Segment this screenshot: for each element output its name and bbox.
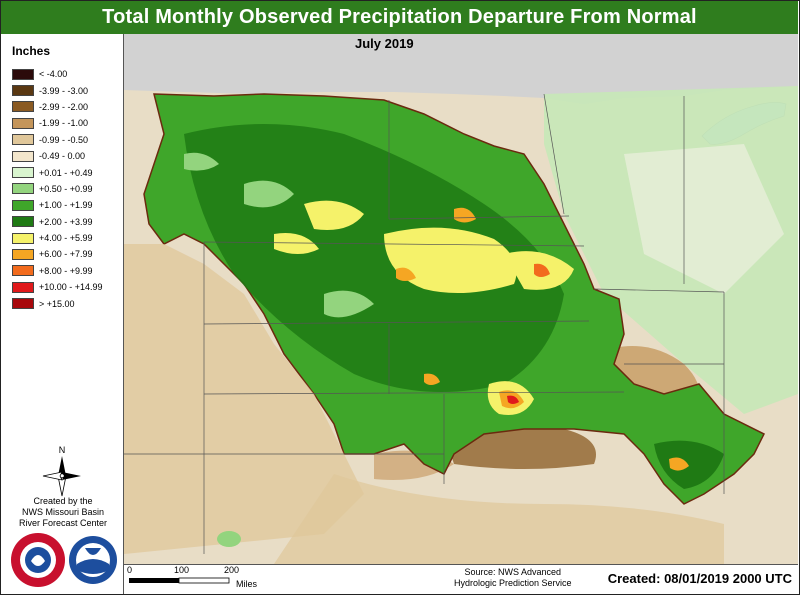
legend-swatch [12,199,34,211]
source-text: Source: NWS Advanced Hydrologic Predicti… [454,567,572,589]
legend-label: +2.00 - +3.99 [39,216,93,227]
legend-label: -1.99 - -1.00 [39,118,89,129]
legend-label: < -4.00 [39,69,68,80]
credit-line: NWS Missouri Basin [21,507,104,517]
source-line: Hydrologic Prediction Service [454,578,572,588]
credit-line: Created by the [33,496,93,506]
legend-item: -1.99 - -1.00 [12,115,103,131]
legend-swatch [12,85,34,97]
legend-label: > +15.00 [39,298,75,309]
legend-item: +0.50 - +0.99 [12,181,103,197]
legend-swatch [12,183,34,195]
legend-swatch [12,298,34,310]
left-panel: Inches < -4.00 -3.99 - -3.00 -2.99 - -2.00… [1,34,124,594]
legend-swatch [12,150,34,162]
scale-tick-0: 0 [127,565,133,575]
nws-logo-icon [11,533,65,587]
legend-item: > +15.00 [12,295,103,311]
north-arrow-icon: N [42,445,81,497]
scale-unit: Miles [236,579,258,589]
created-timestamp: Created: 08/01/2019 2000 UTC [607,571,792,586]
noaa-logo-icon [69,536,117,584]
north-label: N [59,445,66,455]
legend-label: -0.49 - 0.00 [39,151,86,162]
legend-label: +10.00 - +14.99 [39,282,103,293]
legend-label: +0.01 - +0.49 [39,167,93,178]
scale-bar [129,577,230,584]
footer: 0 100 200 Miles Source: NWS Advanced Hyd… [124,564,798,594]
legend-label: +8.00 - +9.99 [39,265,93,276]
legend-item: +4.00 - +5.99 [12,230,103,246]
legend-swatch [12,281,34,293]
legend-item: +1.00 - +1.99 [12,197,103,213]
legend-label: +1.00 - +1.99 [39,200,93,211]
legend-swatch [12,101,34,113]
precip-map-graphic [124,34,798,564]
legend: < -4.00 -3.99 - -3.00 -2.99 - -2.00 -1.99 -… [12,66,103,312]
scale-tick-100: 100 [174,565,190,575]
source-line: Source: NWS Advanced [464,567,562,577]
legend-item: +0.01 - +0.49 [12,164,103,180]
legend-title: Inches [12,44,51,58]
credit-line: River Forecast Center [18,518,108,528]
scale-tick-200: 200 [224,565,240,575]
legend-item: -2.99 - -2.00 [12,99,103,115]
legend-swatch [12,167,34,179]
legend-label: -2.99 - -2.00 [39,101,89,112]
legend-item: +6.00 - +7.99 [12,246,103,262]
legend-item: -0.49 - 0.00 [12,148,103,164]
map-title: Total Monthly Observed Precipitation Dep… [1,1,798,34]
credit-text: Created by the NWS Missouri Basin River … [7,496,119,529]
legend-item: +10.00 - +14.99 [12,279,103,295]
legend-item: +8.00 - +9.99 [12,263,103,279]
legend-item: -0.99 - -0.50 [12,132,103,148]
legend-label: +6.00 - +7.99 [39,249,93,260]
legend-swatch [12,248,34,260]
legend-swatch [12,265,34,277]
legend-label: +4.00 - +5.99 [39,233,93,244]
legend-item: +2.00 - +3.99 [12,214,103,230]
legend-item: -3.99 - -3.00 [12,82,103,98]
period-label: July 2019 [355,36,414,51]
legend-swatch [12,232,34,244]
legend-swatch [12,68,34,80]
legend-label: -3.99 - -3.00 [39,85,89,96]
legend-label: -0.99 - -0.50 [39,134,89,145]
legend-swatch [12,134,34,146]
precip-map [124,34,798,564]
legend-label: +0.50 - +0.99 [39,183,93,194]
legend-item: < -4.00 [12,66,103,82]
legend-swatch [12,117,34,129]
legend-swatch [12,216,34,228]
